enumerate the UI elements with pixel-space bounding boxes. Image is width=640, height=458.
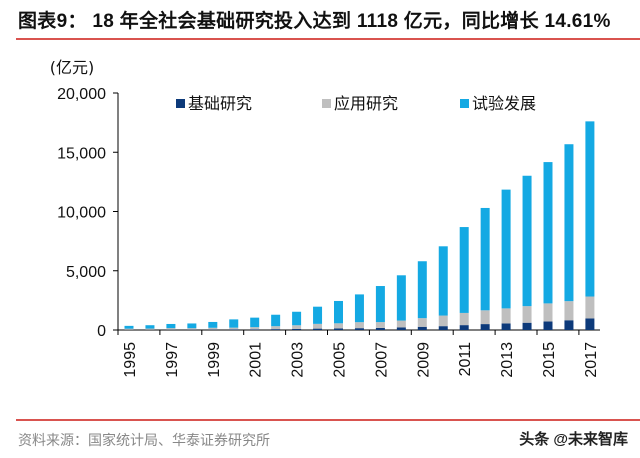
bar-2016-series-2 xyxy=(564,144,574,302)
y-tick-label: 0 xyxy=(97,323,106,340)
x-tick-label: 2003 xyxy=(290,342,307,378)
bar-2009-series-1 xyxy=(417,318,427,327)
y-tick-label: 20,000 xyxy=(57,86,106,103)
bar-2010-series-2 xyxy=(438,246,448,316)
bar-2012-series-1 xyxy=(480,310,490,325)
bar-2015-series-0 xyxy=(543,321,553,330)
y-tick-label: 5,000 xyxy=(66,264,106,281)
bar-2013-series-2 xyxy=(501,189,511,309)
bar-1999-series-1 xyxy=(208,327,218,330)
x-tick-label: 2001 xyxy=(248,342,265,378)
x-tick-label: 1999 xyxy=(206,342,223,378)
bar-2000-series-2 xyxy=(229,319,239,328)
bar-2001-series-1 xyxy=(250,327,260,330)
bar-1997-series-1 xyxy=(166,328,176,330)
bar-1997-series-2 xyxy=(166,323,176,329)
bar-1995-series-1 xyxy=(124,328,134,330)
bar-2001-series-0 xyxy=(250,329,260,330)
stacked-bar-chart: 0 5,000 10,000 15,000 20,000 (亿元) 1995 1997 1999… xyxy=(50,58,600,378)
bar-2005-series-1 xyxy=(334,323,343,329)
bar-2004-series-2 xyxy=(313,306,323,324)
bar-2006-series-0 xyxy=(354,328,364,330)
bar-2015-series-1 xyxy=(543,303,553,322)
bar-2011-series-1 xyxy=(459,312,469,326)
bar-2014-series-0 xyxy=(522,322,532,330)
source-note: 资料来源：国家统计局、华泰证券研究所 xyxy=(18,433,270,449)
bar-2005-series-0 xyxy=(334,328,343,330)
x-tick-label: 2005 xyxy=(332,342,349,378)
bar-2012-series-0 xyxy=(480,324,490,330)
bar-1996-series-1 xyxy=(145,328,155,330)
x-tick-label: 2013 xyxy=(499,342,516,378)
bar-2003-series-1 xyxy=(292,325,302,329)
legend-swatch-1 xyxy=(322,99,331,108)
bar-2004-series-0 xyxy=(313,328,323,330)
bar-2007-series-2 xyxy=(375,286,385,323)
bar-2011-series-2 xyxy=(459,227,469,313)
legend-swatch-0 xyxy=(176,99,185,108)
bar-2015-series-2 xyxy=(543,162,553,304)
bar-2002-series-2 xyxy=(271,314,281,327)
bar-2006-series-1 xyxy=(354,322,364,329)
x-tick-label: 2007 xyxy=(373,342,390,378)
bar-2000-series-0 xyxy=(229,329,239,330)
bar-2007-series-1 xyxy=(375,322,385,328)
bar-2017-series-0 xyxy=(585,318,595,330)
bar-2002-series-0 xyxy=(271,329,281,330)
x-tick-label: 2009 xyxy=(415,342,432,378)
bar-2008-series-2 xyxy=(396,275,406,321)
legend-swatch-2 xyxy=(460,99,469,108)
bar-2014-series-1 xyxy=(522,306,532,323)
bar-2013-series-0 xyxy=(501,323,511,330)
legend-label-0: 基础研究 xyxy=(188,94,252,113)
bar-2004-series-1 xyxy=(313,323,323,329)
bar-2016-series-0 xyxy=(564,320,574,330)
bar-2017-series-1 xyxy=(585,296,595,319)
top-divider xyxy=(16,38,640,40)
bar-2013-series-1 xyxy=(501,308,511,324)
bar-2011-series-0 xyxy=(459,325,469,330)
bar-2016-series-1 xyxy=(564,301,574,321)
chart-title: 图表9： 18 年全社会基础研究投入达到 1118 亿元，同比增长 14.61% xyxy=(18,11,611,32)
bar-2003-series-2 xyxy=(292,311,302,326)
x-tick-label: 2015 xyxy=(541,342,558,378)
bar-2012-series-2 xyxy=(480,207,490,311)
bar-1995-series-2 xyxy=(124,325,134,329)
bar-2007-series-0 xyxy=(375,327,385,330)
bar-2017-series-2 xyxy=(585,121,595,297)
y-tick-label: 15,000 xyxy=(57,145,106,162)
bar-1999-series-2 xyxy=(208,321,218,328)
bar-2008-series-0 xyxy=(396,327,406,330)
bar-1996-series-2 xyxy=(145,325,155,329)
bar-2010-series-0 xyxy=(438,326,448,330)
watermark: 头条 @未来智库 xyxy=(519,431,628,448)
bar-2001-series-2 xyxy=(250,317,260,328)
bar-2000-series-1 xyxy=(229,327,239,330)
x-tick-label: 1995 xyxy=(122,342,139,378)
bar-1998-series-2 xyxy=(187,323,197,329)
bar-2006-series-2 xyxy=(354,294,364,323)
bar-2008-series-1 xyxy=(396,320,406,328)
bar-2005-series-2 xyxy=(334,300,343,324)
x-tick-label: 2017 xyxy=(583,342,600,378)
bar-2003-series-0 xyxy=(292,328,302,330)
bar-2002-series-1 xyxy=(271,326,281,330)
bottom-divider xyxy=(16,419,640,421)
y-tick-label: 10,000 xyxy=(57,205,106,222)
bar-2014-series-2 xyxy=(522,175,532,307)
bar-2009-series-0 xyxy=(417,326,427,330)
x-tick-label: 1997 xyxy=(164,342,181,378)
legend-label-1: 应用研究 xyxy=(334,94,398,113)
y-axis-unit: (亿元) xyxy=(50,58,95,77)
bar-2010-series-1 xyxy=(438,315,448,327)
x-tick-label: 2011 xyxy=(457,342,474,377)
bar-2009-series-2 xyxy=(417,261,427,319)
legend-label-2: 试验发展 xyxy=(472,94,536,113)
bar-1998-series-1 xyxy=(187,328,197,330)
